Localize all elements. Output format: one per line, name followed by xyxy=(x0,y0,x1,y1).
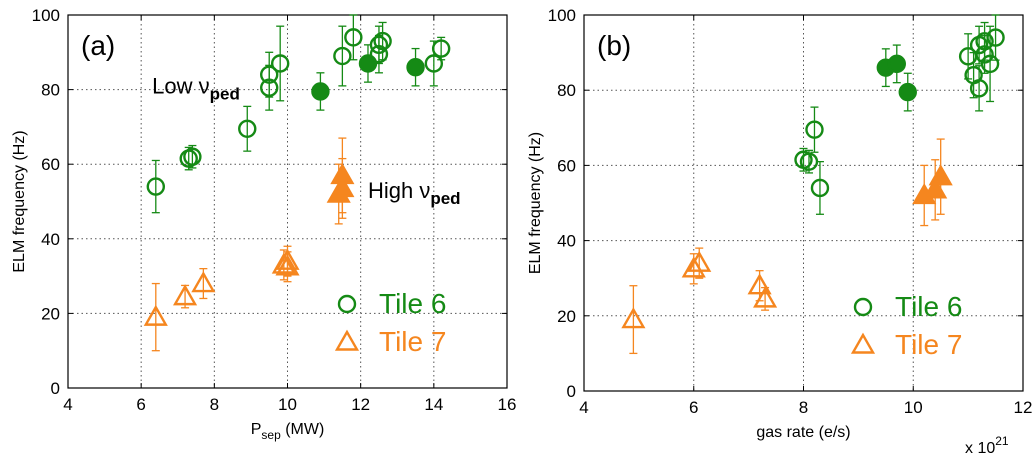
annotation: High νped xyxy=(368,178,461,208)
data-point xyxy=(681,256,706,278)
data-point xyxy=(358,54,378,73)
data-point xyxy=(975,32,994,51)
data-point xyxy=(887,54,906,74)
x-tick-label: 10 xyxy=(904,398,923,417)
y-tick-label: 20 xyxy=(557,307,576,326)
data-point xyxy=(799,152,819,171)
legend-label: Tile 7 xyxy=(379,326,446,357)
legend-marker xyxy=(853,297,873,317)
panel-label: (b) xyxy=(597,30,631,61)
data-point xyxy=(923,177,948,199)
data-point xyxy=(424,54,444,73)
data-point xyxy=(191,271,216,293)
data-point xyxy=(238,119,257,138)
data-point xyxy=(753,286,778,308)
y-tick-label: 80 xyxy=(557,81,576,100)
data-point xyxy=(805,120,824,139)
data-point xyxy=(260,78,279,97)
data-point xyxy=(747,273,772,295)
data-point xyxy=(330,162,355,185)
x-tick-label: 4 xyxy=(63,395,72,414)
data-point xyxy=(172,284,198,306)
data-point xyxy=(275,254,300,276)
data-point xyxy=(986,28,1005,47)
y-tick-label: 60 xyxy=(557,156,576,175)
data-point xyxy=(621,307,646,329)
legend-marker xyxy=(337,294,357,314)
legend-marker xyxy=(334,329,360,351)
plot-frame xyxy=(67,14,508,389)
y-tick-label: 0 xyxy=(51,379,60,398)
y-tick-label: 80 xyxy=(41,81,60,100)
x-tick-label: 4 xyxy=(579,398,588,417)
data-point xyxy=(969,79,989,98)
y-tick-label: 100 xyxy=(548,6,576,25)
y-axis-label: ELM frequency (Hz) xyxy=(527,132,544,274)
x-tick-label: 6 xyxy=(689,398,698,417)
data-point xyxy=(975,45,994,64)
data-point xyxy=(143,304,168,326)
legend-label: Tile 6 xyxy=(895,291,962,322)
data-point xyxy=(369,44,389,64)
legend-label: Tile 6 xyxy=(379,288,446,319)
data-point xyxy=(687,250,712,272)
data-point xyxy=(431,39,451,58)
y-tick-label: 20 xyxy=(41,304,60,323)
x-axis-label: Psep (MW) xyxy=(251,421,325,442)
chart-panel-b: 4 6 8 10 12 0 20 40 60 80 100 ELM frequency (Hz) gas… xyxy=(527,6,1032,457)
legend-marker xyxy=(850,332,876,354)
x-tick-label: 12 xyxy=(1014,398,1033,417)
data-point xyxy=(333,46,352,66)
data-point xyxy=(810,178,830,198)
y-tick-label: 0 xyxy=(567,382,576,401)
x-tick-label: 10 xyxy=(278,395,297,414)
data-point xyxy=(330,176,355,198)
x-tick-label: 12 xyxy=(351,395,370,414)
data-point xyxy=(183,147,202,166)
y-tick-label: 40 xyxy=(557,232,576,251)
data-point xyxy=(146,177,166,196)
x-tick-label: 8 xyxy=(799,398,808,417)
chart-panel-a: 4 6 8 10 12 14 16 0 20 40 60 80 100 ELM frequency (Hz… xyxy=(11,6,516,442)
data-point xyxy=(271,252,296,274)
data-point xyxy=(344,28,363,47)
annotation: Low νped xyxy=(152,73,240,103)
data-point xyxy=(373,31,392,51)
x-axis-label: gas rate (e/s) xyxy=(756,424,850,441)
panel-label: (a) xyxy=(81,30,115,61)
y-tick-label: 60 xyxy=(41,155,60,174)
x-tick-label: 14 xyxy=(424,395,443,414)
data-point xyxy=(275,248,300,270)
data-point xyxy=(980,54,1000,74)
y-tick-label: 100 xyxy=(32,6,60,25)
data-point xyxy=(369,35,389,55)
x-tick-label: 8 xyxy=(210,395,219,414)
legend-label: Tile 7 xyxy=(895,329,962,360)
x-tick-label: 16 xyxy=(498,395,517,414)
data-point xyxy=(260,65,279,84)
x-tick-label: 6 xyxy=(136,395,145,414)
data-point xyxy=(406,58,425,77)
plot-frame xyxy=(583,14,1024,392)
y-axis-label: ELM frequency (Hz) xyxy=(11,130,28,272)
data-point xyxy=(270,54,290,73)
data-point xyxy=(928,164,953,186)
data-point xyxy=(898,82,917,102)
x-axis-multiplier: x 1021 xyxy=(965,434,1009,457)
data-point xyxy=(311,82,330,101)
y-tick-label: 40 xyxy=(41,230,60,249)
